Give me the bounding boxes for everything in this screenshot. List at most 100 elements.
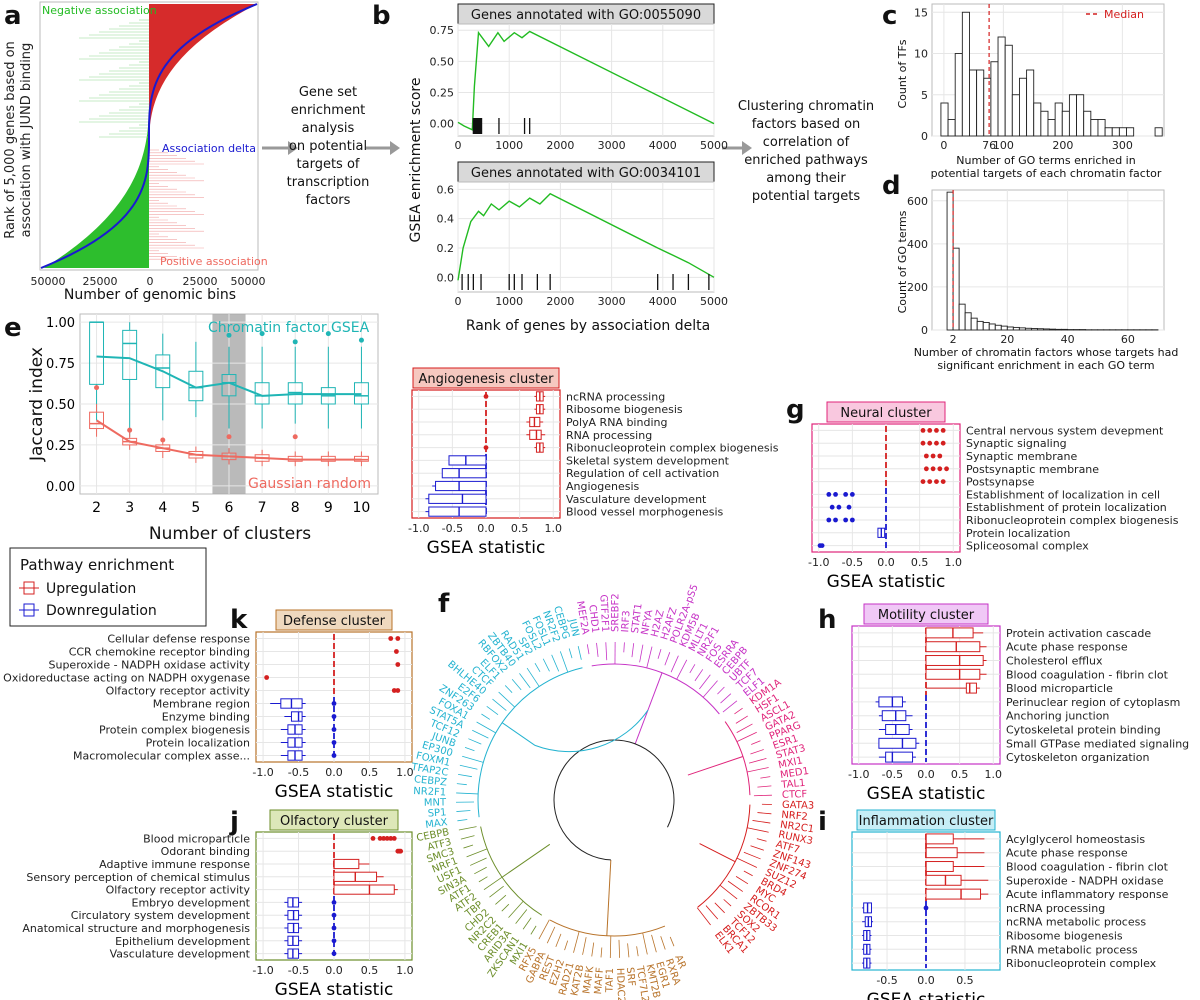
- panel-h-xtick: 0.5: [951, 768, 969, 781]
- cluster-stem-angiogenesis: [699, 843, 736, 863]
- panel-g-point: [826, 517, 832, 523]
- tf-leaf-branch: [669, 936, 675, 947]
- panel-g-point: [923, 466, 929, 472]
- panel-a-xtick-5: 50000: [231, 275, 266, 288]
- tf-leaf-branch: [472, 729, 489, 739]
- panel-g-point: [934, 479, 939, 484]
- panel-l-strip-title: Angiogenesis cluster: [419, 372, 555, 387]
- tf-leaf-branch: [582, 937, 587, 955]
- panel-e-outlier-salmon: [292, 434, 298, 440]
- panel-l-term: Angiogenesis: [566, 480, 640, 493]
- panel-h-xtick: -0.5: [882, 768, 903, 781]
- panel-l-xtick: -1.0: [408, 522, 429, 535]
- panel-b1-marks: 0.00 0.25 0.50 0.75 0 1000 2000 3000 4000 5000: [430, 24, 728, 152]
- tf-label: MNT: [424, 797, 447, 808]
- panel-k-term: Protein complex biogenesis: [99, 724, 250, 737]
- panel-e-ytick: 0.50: [46, 398, 75, 413]
- panel-h-box: [965, 682, 977, 694]
- panel-c-bar: [990, 61, 999, 137]
- tf-leaf-branch: [596, 642, 599, 657]
- panel-d-bar: [952, 247, 960, 331]
- panel-g-point: [923, 453, 929, 459]
- tf-leaf-branch: [747, 827, 769, 833]
- panel-c-bar: [1011, 94, 1020, 137]
- tf-leaf-branch: [534, 662, 541, 673]
- panel-e-chart: 0.00 0.25 0.50 0.75 1.00 2 3 4 5 6 7 8 9 10 Jaccard i…: [27, 313, 379, 544]
- panel-b2-xtick: 4000: [649, 295, 677, 308]
- panel-i-term: rRNA metabolic process: [1006, 943, 1138, 956]
- tf-leaf-branch: [743, 851, 761, 860]
- tf-leaf-branch: [591, 942, 595, 957]
- panel-c-bar: [1040, 110, 1049, 137]
- panel-label-d: d: [882, 171, 901, 201]
- panel-e-xtick: 2: [92, 500, 101, 516]
- panel-b2-xtick: 3000: [598, 295, 626, 308]
- panel-j-xtick: 1.0: [396, 964, 414, 977]
- tf-leaf-branch: [743, 870, 753, 877]
- panel-c-bar: [997, 36, 1006, 137]
- tf-label: MXI1: [777, 755, 804, 771]
- panel-c-bar: [1076, 94, 1085, 137]
- tf-leaf-branch: [459, 764, 478, 770]
- panel-l-box: [448, 455, 487, 466]
- panel-k-extra-point: [331, 727, 337, 732]
- panel-k-point: [395, 662, 401, 667]
- panel-d-ytick: 200: [907, 281, 928, 294]
- panel-j-point: [370, 836, 376, 841]
- panel-g-term: Postsynapse: [966, 476, 1035, 489]
- tf-label: NFYA: [640, 609, 655, 636]
- panel-h-xtick: 1.0: [985, 768, 1003, 781]
- panel-e-ylabel: Jaccard index: [27, 347, 47, 462]
- tf-leaf-branch: [501, 903, 510, 912]
- panel-j-point: [377, 836, 383, 841]
- tf-leaf-branch: [676, 659, 688, 680]
- panel-c-bar: [1004, 44, 1013, 137]
- panel-e-outlier-teal: [358, 337, 364, 343]
- panel-k-strip: [275, 609, 393, 631]
- tf-label: CTCF: [782, 789, 808, 801]
- tf-leaf-branch: [720, 693, 732, 704]
- panel-i-term: Acute inflammatory response: [1006, 888, 1169, 901]
- panel-c-bar: [1061, 110, 1070, 137]
- panel-k-box: [290, 711, 303, 722]
- panel-k-xtick: 1.0: [396, 766, 414, 779]
- tf-leaf-branch: [498, 691, 515, 708]
- tf-leaf-branch: [463, 844, 474, 849]
- tf-leaf-branch: [457, 819, 468, 822]
- panel-i-box: [925, 847, 958, 859]
- tf-leaf-branch: [456, 783, 467, 786]
- panel-h-term: Cytoskeletal protein binding: [1006, 724, 1161, 737]
- panel-g-point: [849, 517, 855, 523]
- panel-b-strip-1-title: Genes annotated with GO:0055090: [471, 8, 701, 23]
- panel-c-xlabel-2: potential targets of each chromatin fact…: [931, 167, 1162, 180]
- panel-k-extra-point: [331, 753, 337, 758]
- panel-c-bar: [1026, 69, 1035, 137]
- panel-l-strip: [412, 367, 560, 389]
- panel-b-plot-1: [457, 23, 715, 137]
- panel-g-point: [826, 492, 832, 497]
- tf-leaf-branch: [526, 667, 540, 687]
- tf-label: SREBF2: [610, 593, 621, 632]
- panel-c-bar: [1068, 94, 1078, 137]
- panel-b2-xtick: 5000: [700, 295, 728, 308]
- panel-j-xtick: 0.5: [361, 964, 379, 977]
- panel-e-series-1-label: Chromatin factor GSEA: [208, 320, 370, 336]
- panel-a-xtick-4: 25000: [183, 275, 218, 288]
- panel-g-point: [843, 492, 849, 497]
- tf-leaf-branch: [757, 785, 772, 788]
- panel-c-bar: [1104, 127, 1113, 137]
- panel-h-term: Acute phase response: [1006, 641, 1128, 654]
- panel-j-term: Blood microparticle: [143, 832, 250, 845]
- panel-c-xlabel-1: Number of GO terms enriched in: [956, 154, 1135, 167]
- panel-g-strip-title: Neural cluster: [840, 406, 932, 421]
- panel-e-ytick: 0.75: [46, 357, 75, 372]
- panel-g-point: [833, 517, 838, 523]
- tf-leaf-branch: [735, 876, 749, 885]
- panel-l-term: RNA processing: [566, 429, 652, 442]
- panel-d-ylabel: Count of GO terms: [896, 210, 909, 313]
- panel-i-strip-title: Inflammation cluster: [859, 814, 994, 829]
- tf-label: CHD1: [586, 604, 600, 634]
- panel-i-box: [925, 861, 954, 872]
- panel-label-b: b: [372, 1, 391, 31]
- panel-l-xtick: 1.0: [545, 522, 563, 535]
